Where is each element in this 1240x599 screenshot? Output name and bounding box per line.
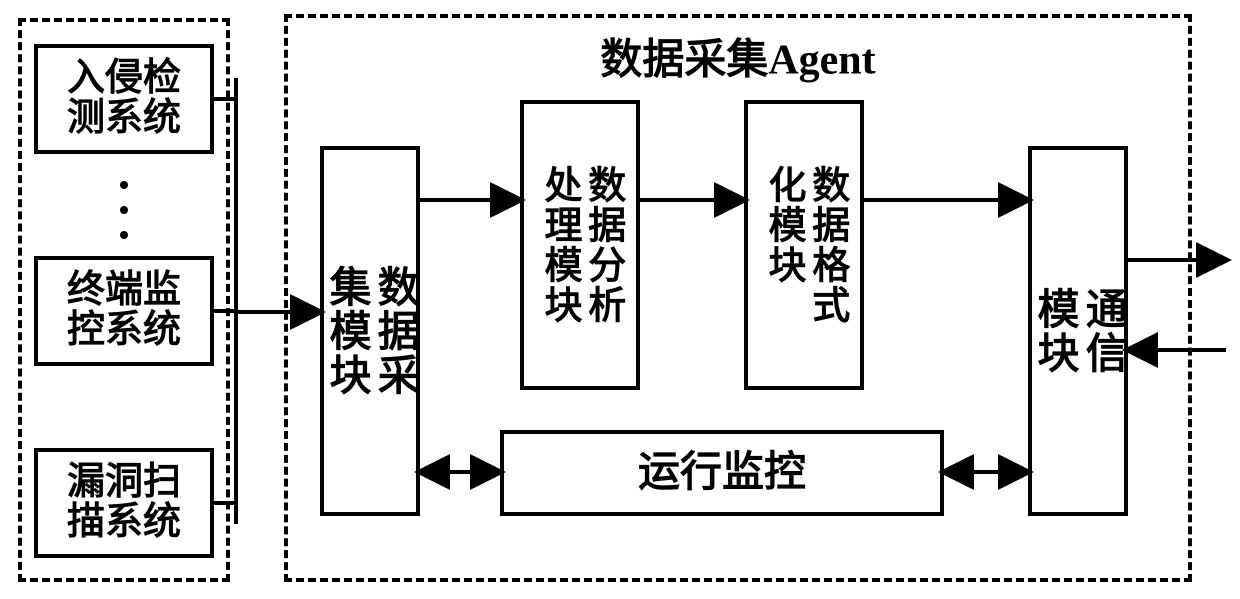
collect-module: 数据采集模块 <box>320 146 420 516</box>
analyze-module: 数据分析处理模块 <box>520 100 640 390</box>
comm-label: 通信模块 <box>1030 287 1127 375</box>
collect-label: 数据采集模块 <box>322 265 419 397</box>
analyze-label: 数据分析处理模块 <box>536 165 623 325</box>
agent-title: 数据采集Agent <box>600 26 875 87</box>
format-label: 数据格式化模块 <box>760 165 847 325</box>
ids-box: 入侵检测系统 <box>34 44 214 154</box>
format-module: 数据格式化模块 <box>744 100 864 390</box>
comm-module: 通信模块 <box>1028 146 1128 516</box>
monitor-label: 运行监控 <box>638 451 806 495</box>
monitor-box: 运行监控 <box>500 430 944 516</box>
terminal-box: 终端监控系统 <box>34 256 214 366</box>
vuln-box: 漏洞扫描系统 <box>34 448 214 558</box>
terminal-label: 终端监控系统 <box>67 271 181 351</box>
ids-label: 入侵检测系统 <box>67 59 181 139</box>
vuln-label: 漏洞扫描系统 <box>67 463 181 543</box>
